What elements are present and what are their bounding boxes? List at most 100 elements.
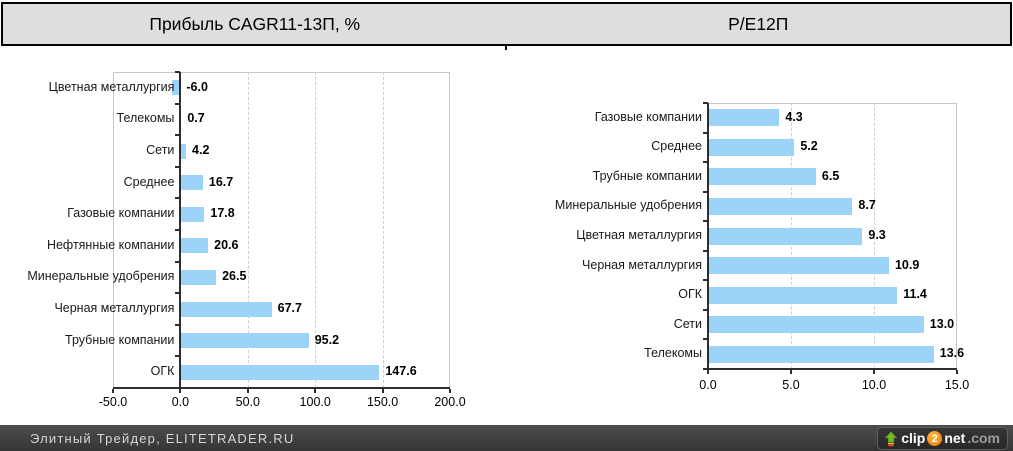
x-tick-label: 5.0 (782, 378, 800, 392)
value-label: 6.5 (821, 168, 840, 183)
x-axis-tick (314, 389, 317, 393)
category-axis-tick (175, 134, 181, 137)
x-tick-label: 100.0 (299, 395, 331, 409)
header: Прибыль CAGR11-13П, % P/E12П (1, 2, 1012, 46)
value-label: 20.6 (214, 237, 239, 252)
x-axis-tick (956, 370, 958, 374)
category-label: Среднее (651, 139, 702, 154)
x-axis-tick (790, 370, 792, 374)
value-label: 9.3 (868, 228, 886, 242)
value-label: 0.7 (187, 111, 205, 126)
category-label: Минеральные удобрения (27, 269, 175, 284)
category-label: Сети (146, 143, 175, 157)
category-label: Черная металлургия (54, 301, 175, 315)
category-axis-tick (703, 279, 708, 282)
value-label: 67.7 (277, 301, 302, 315)
logo-2-text: 2 (931, 432, 938, 445)
clip2net-badge[interactable]: clip 2 net .com (877, 427, 1008, 450)
category-label: Телекомы (644, 346, 702, 361)
value-label: -6.0 (186, 79, 208, 94)
category-axis-tick (175, 197, 181, 200)
category-axis-tick (175, 292, 181, 295)
logo-clip-text: clip (901, 430, 926, 446)
category-label: Нефтянные компании (46, 237, 175, 252)
bar (180, 175, 203, 191)
bar (708, 168, 816, 186)
gridline (874, 103, 875, 369)
category-label: ОГК (678, 287, 702, 302)
category-axis-tick (175, 102, 181, 105)
bar (172, 80, 181, 96)
value-label: 17.8 (210, 206, 235, 221)
category-label: Минеральные удобрения (554, 198, 702, 213)
right-chart-title: P/E12П (728, 13, 789, 34)
value-label: 11.4 (903, 287, 927, 302)
category-axis-tick (703, 249, 708, 252)
x-axis-tick (873, 370, 875, 374)
category-label: ОГК (150, 364, 175, 379)
bar (708, 257, 889, 275)
footer-credit: Элитный Трейдер, ELITETRADER.RU (30, 430, 295, 446)
bar (180, 238, 209, 254)
category-label: Среднее (123, 174, 175, 189)
x-axis-tick (179, 389, 182, 393)
category-axis-tick (175, 355, 181, 358)
category-label: Телекомы (116, 111, 175, 126)
value-label: 5.2 (800, 139, 818, 154)
bar (180, 143, 187, 159)
category-label: Цветная металлургия (576, 228, 702, 242)
value-label: 16.7 (208, 174, 234, 189)
x-axis-tick (381, 389, 384, 393)
value-label: 8.7 (858, 198, 876, 213)
x-tick-label: 15.0 (944, 378, 970, 392)
bar (708, 109, 780, 127)
x-tick-label: 50.0 (235, 395, 260, 409)
x-tick-label: -50.0 (98, 395, 128, 409)
logo-2-circle-icon: 2 (927, 431, 943, 446)
category-label: Газовые компании (594, 109, 702, 124)
category-axis-tick (175, 165, 181, 168)
value-axis-line (707, 103, 709, 369)
value-label: 10.9 (894, 257, 920, 272)
x-tick-label: 0.0 (171, 395, 190, 409)
category-axis-tick (703, 102, 708, 104)
upload-arrow-icon (884, 430, 898, 446)
category-label: Трубные компании (592, 168, 702, 183)
value-label: 26.5 (222, 269, 247, 284)
category-label: Сети (673, 316, 702, 331)
bar (180, 269, 217, 285)
category-axis-tick (175, 71, 181, 73)
x-tick-label: 0.0 (699, 378, 717, 392)
category-axis-tick (703, 368, 708, 370)
x-tick-label: 10.0 (861, 378, 887, 392)
value-label: 4.3 (785, 109, 803, 124)
bar (180, 206, 205, 222)
bar (180, 364, 380, 380)
bar (708, 197, 853, 215)
x-tick-label: 200.0 (434, 395, 466, 409)
category-label: Черная металлургия (582, 257, 702, 272)
category-axis-tick (175, 229, 181, 231)
bar (180, 301, 272, 317)
value-label: 4.2 (192, 143, 210, 157)
value-label: 13.6 (939, 346, 965, 361)
category-axis-tick (703, 220, 708, 223)
value-label: 95.2 (314, 332, 340, 347)
bar (708, 316, 924, 334)
category-label: Газовые компании (67, 206, 175, 221)
x-axis-tick (707, 370, 709, 374)
bottom-axis-line (113, 387, 450, 389)
category-axis-tick (703, 338, 708, 341)
logo-com-text: .com (967, 430, 1000, 446)
category-label: Цветная металлургия (48, 79, 175, 94)
footer: Элитный Трейдер, ELITETRADER.RU clip 2 n… (0, 425, 1013, 451)
gridline (382, 72, 384, 388)
logo-net-text: net (944, 430, 966, 446)
category-axis-tick (175, 260, 181, 263)
x-axis-tick (112, 389, 114, 393)
category-axis-tick (703, 161, 708, 164)
